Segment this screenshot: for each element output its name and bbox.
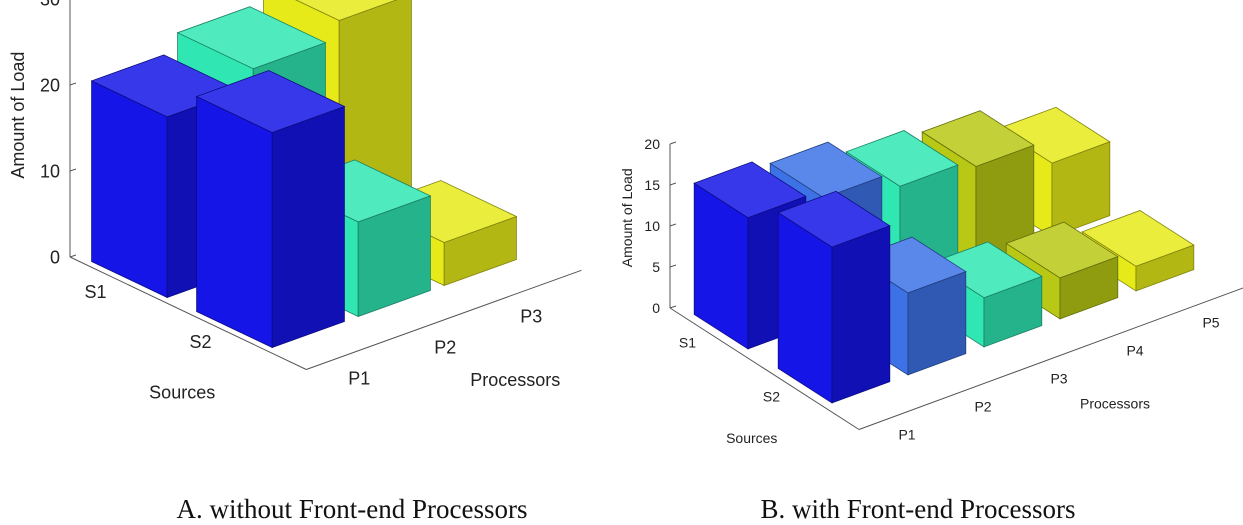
bar-top-face bbox=[195, 70, 346, 133]
z-axis-label: Amount of Load bbox=[8, 52, 28, 179]
z-tick-label: 0 bbox=[652, 300, 660, 316]
sources-axis-title: Sources bbox=[726, 430, 777, 446]
source-tick-label: S1 bbox=[679, 335, 696, 351]
bar-side-face bbox=[196, 95, 273, 349]
z-tick-mark bbox=[669, 141, 677, 145]
panel-a-caption: A. without Front-end Processors bbox=[177, 494, 528, 524]
processors-axis-title: Processors bbox=[1080, 396, 1150, 412]
bar-top-face bbox=[1005, 221, 1119, 279]
processor-tick-label: P4 bbox=[1126, 342, 1143, 358]
bar-top-face bbox=[1081, 210, 1195, 267]
bar-s2-p1 bbox=[777, 190, 891, 404]
z-tick-mark bbox=[669, 264, 677, 268]
z-tick-label: 20 bbox=[644, 136, 660, 152]
bars bbox=[90, 0, 518, 349]
axes: 0 10 20 30 Amount of Load S1 S2 P1 P2 P3 Sources Pr… bbox=[8, 0, 582, 402]
bar-top-face bbox=[176, 6, 327, 70]
z-tick-label: 10 bbox=[644, 218, 660, 234]
sources-axis-line bbox=[669, 307, 860, 430]
bar-front-face bbox=[271, 105, 345, 349]
z-tick-label: 30 bbox=[40, 0, 60, 9]
z-tick-label: 20 bbox=[40, 75, 60, 95]
processor-tick-label: P2 bbox=[434, 338, 456, 358]
processor-tick-label: P3 bbox=[1050, 370, 1067, 386]
processors-axis-title: Processors bbox=[470, 370, 560, 390]
processors-axis-line bbox=[858, 287, 1243, 430]
z-tick-label: 10 bbox=[40, 161, 60, 181]
panel-a-chart: 0 10 20 30 Amount of Load S1 S2 P1 P2 P3 Sources Pr… bbox=[8, 0, 582, 402]
processor-tick-label: P3 bbox=[520, 307, 542, 327]
z-axis-label: Amount of Load bbox=[619, 168, 635, 267]
z-tick-label: 5 bbox=[652, 259, 660, 275]
bar-top-face bbox=[295, 0, 398, 21]
sources-axis-line bbox=[69, 256, 307, 370]
bar-front-face bbox=[831, 225, 891, 404]
panel-b-chart: 0 5 10 15 20 Amount of Load S1 S2 P1 P2 P3 P4 P5 Sour… bbox=[619, 106, 1243, 446]
bar-side-face bbox=[91, 80, 168, 299]
source-tick-label: S2 bbox=[189, 332, 211, 352]
processor-tick-label: P1 bbox=[898, 426, 915, 442]
processor-tick-label: P5 bbox=[1202, 314, 1219, 330]
bar-top-face bbox=[693, 161, 807, 219]
processors-axis-line bbox=[306, 269, 582, 370]
source-tick-label: S1 bbox=[84, 282, 106, 302]
z-tick-mark bbox=[669, 182, 677, 186]
bars bbox=[693, 106, 1195, 404]
processor-tick-label: P2 bbox=[974, 398, 991, 414]
z-tick-mark bbox=[669, 305, 677, 309]
bar-top-face bbox=[845, 130, 959, 187]
bar-s2-p1 bbox=[195, 70, 346, 349]
bar-top-face bbox=[921, 110, 1035, 167]
axes: 0 5 10 15 20 Amount of Load S1 S2 P1 P2 P3 P4 P5 Sour… bbox=[619, 136, 1243, 446]
z-tick-mark bbox=[669, 223, 677, 227]
bar-top-face bbox=[769, 141, 883, 199]
panel-b-caption: B. with Front-end Processors bbox=[761, 494, 1076, 524]
z-tick-mark bbox=[69, 168, 77, 172]
sources-axis-title: Sources bbox=[149, 382, 215, 402]
z-tick-label: 15 bbox=[644, 177, 660, 193]
processor-tick-label: P1 bbox=[348, 369, 370, 389]
z-tick-mark bbox=[69, 82, 77, 86]
source-tick-label: S2 bbox=[763, 389, 780, 405]
z-tick-mark bbox=[69, 254, 77, 258]
bar-top-face bbox=[777, 190, 891, 248]
z-tick-label: 0 bbox=[50, 247, 60, 267]
